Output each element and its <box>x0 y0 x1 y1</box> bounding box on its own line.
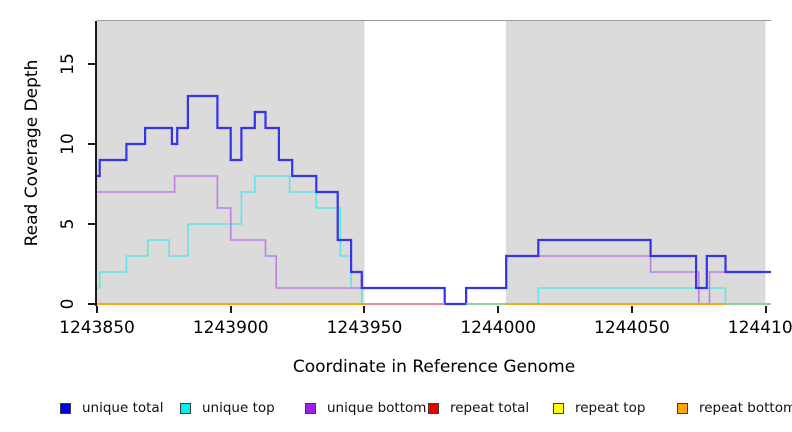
legend-label-repeat-top: repeat top <box>575 400 646 416</box>
plot-top-border <box>97 20 771 21</box>
legend-item-repeat-total: repeat total <box>428 399 529 417</box>
x-tick <box>229 306 232 313</box>
legend-label-repeat-total: repeat total <box>450 400 530 416</box>
legend-item-unique-total: unique total <box>60 399 163 417</box>
legend-item-unique-bottom: unique bottom <box>305 399 426 417</box>
y-tick-label: 0 <box>58 298 78 310</box>
legend-item-repeat-top: repeat top <box>553 399 645 417</box>
x-tick <box>497 306 500 313</box>
x-tick-label: 1243850 <box>59 318 135 338</box>
legend-swatch-repeat-total <box>428 402 439 414</box>
masked-region <box>506 21 766 305</box>
legend-swatch-unique-bottom <box>305 402 316 414</box>
legend-label-unique-bottom: unique bottom <box>327 400 427 416</box>
y-tick <box>88 143 95 145</box>
legend-label-unique-total: unique total <box>82 400 164 416</box>
x-tick-label: 1243950 <box>326 318 403 338</box>
y-tick-label: 5 <box>58 218 78 230</box>
legend-label-repeat-bottom: repeat bottom <box>699 400 792 416</box>
plot-area <box>97 21 771 306</box>
legend-item-unique-top: unique top <box>180 399 275 417</box>
x-tick-label: 1243900 <box>192 318 269 338</box>
x-tick <box>630 306 633 313</box>
y-axis-line <box>95 21 97 306</box>
legend-swatch-unique-total <box>60 402 71 414</box>
y-tick <box>88 63 95 65</box>
y-axis-title: Read Coverage Depth <box>22 59 42 247</box>
y-tick <box>88 303 95 305</box>
legend-label-unique-top: unique top <box>202 400 275 416</box>
masked-region <box>97 21 365 305</box>
legend-item-repeat-bottom: repeat bottom <box>677 399 792 417</box>
y-tick-label: 15 <box>58 53 78 75</box>
x-tick-label: 1244050 <box>594 318 670 338</box>
legend-swatch-repeat-bottom <box>677 402 688 414</box>
series-unique-total-line <box>97 94 771 306</box>
y-tick <box>88 223 95 225</box>
x-tick <box>96 306 98 313</box>
y-tick-label: 10 <box>58 133 78 155</box>
x-tick-label: 1244000 <box>460 318 537 338</box>
x-tick <box>764 306 767 313</box>
x-axis-title: Coordinate in Reference Genome <box>292 357 576 377</box>
legend-swatch-unique-top <box>180 402 191 414</box>
legend-swatch-repeat-top <box>553 402 564 414</box>
x-tick <box>363 306 366 313</box>
legend: unique total unique top unique bottom repea… <box>0 399 792 419</box>
coverage-plot-svg <box>97 21 771 306</box>
